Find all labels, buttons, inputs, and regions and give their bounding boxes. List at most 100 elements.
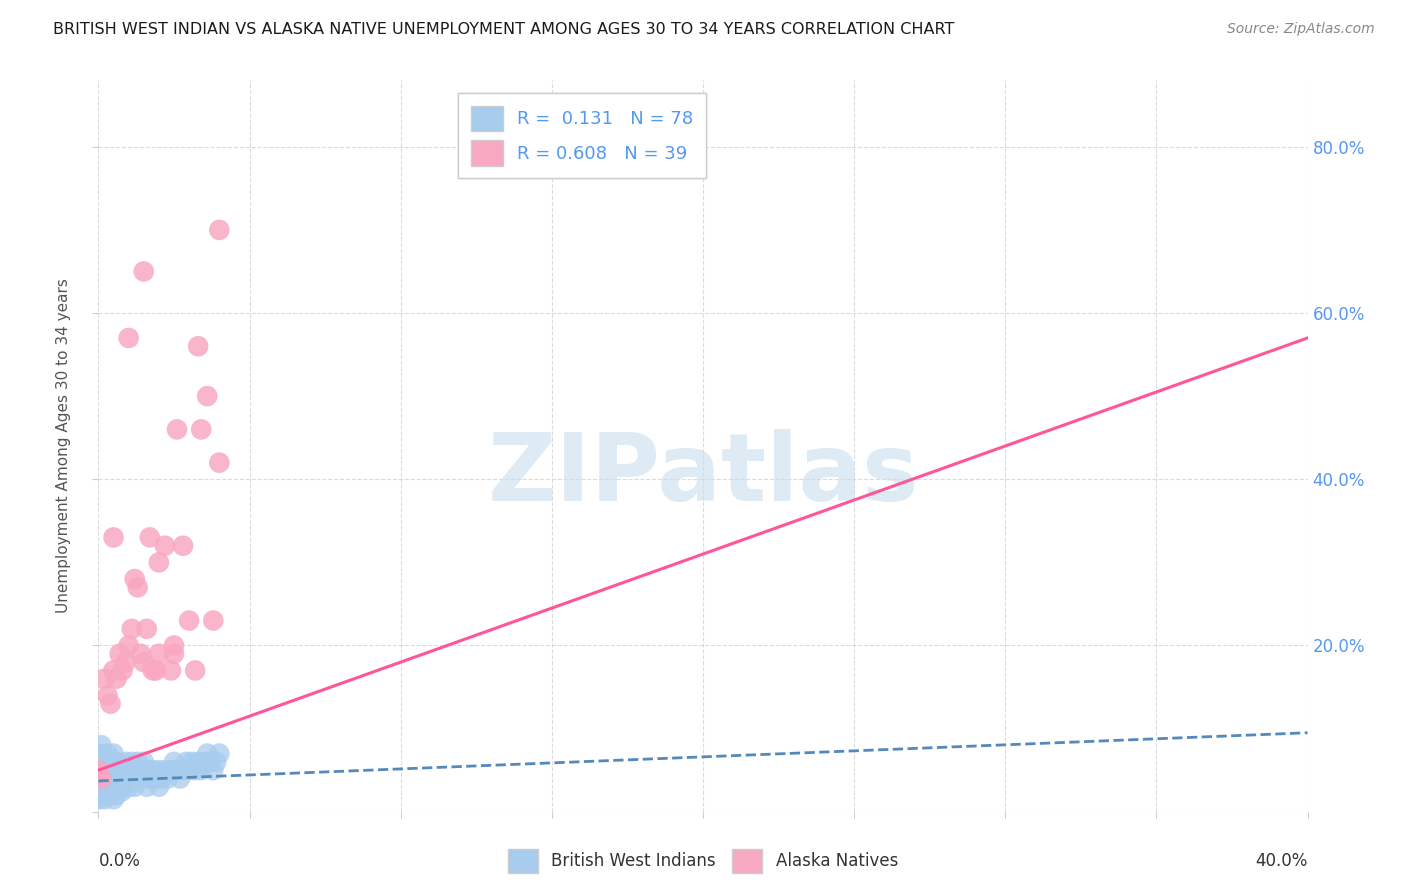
Point	[108, 775, 131, 789]
Point	[179, 763, 201, 777]
Point	[163, 755, 186, 769]
Point	[153, 539, 176, 553]
Legend: British West Indians, Alaska Natives: British West Indians, Alaska Natives	[501, 842, 905, 880]
Point	[96, 689, 118, 703]
Point	[118, 780, 141, 794]
Point	[139, 530, 162, 544]
Point	[127, 772, 149, 786]
Point	[169, 772, 191, 786]
Point	[87, 792, 110, 806]
Point	[93, 788, 115, 802]
Point	[153, 763, 176, 777]
Point	[93, 672, 115, 686]
Point	[172, 539, 194, 553]
Point	[163, 647, 186, 661]
Point	[105, 672, 128, 686]
Point	[87, 763, 110, 777]
Point	[193, 755, 215, 769]
Point	[100, 788, 122, 802]
Point	[174, 755, 197, 769]
Point	[184, 763, 207, 777]
Point	[93, 772, 115, 786]
Text: 0.0%: 0.0%	[98, 852, 141, 870]
Point	[103, 792, 125, 806]
Point	[148, 780, 170, 794]
Point	[181, 755, 204, 769]
Point	[142, 763, 165, 777]
Point	[132, 264, 155, 278]
Y-axis label: Unemployment Among Ages 30 to 34 years: Unemployment Among Ages 30 to 34 years	[56, 278, 72, 614]
Point	[179, 614, 201, 628]
Point	[103, 747, 125, 761]
Point	[118, 763, 141, 777]
Point	[87, 763, 110, 777]
Point	[90, 784, 112, 798]
Text: 40.0%: 40.0%	[1256, 852, 1308, 870]
Point	[105, 772, 128, 786]
Point	[114, 655, 136, 669]
Point	[114, 755, 136, 769]
Point	[103, 763, 125, 777]
Point	[184, 664, 207, 678]
Point	[172, 763, 194, 777]
Point	[205, 755, 228, 769]
Point	[124, 763, 146, 777]
Point	[103, 530, 125, 544]
Point	[202, 763, 225, 777]
Point	[135, 780, 157, 794]
Point	[87, 780, 110, 794]
Point	[208, 223, 231, 237]
Point	[150, 772, 173, 786]
Point	[111, 784, 134, 798]
Point	[90, 780, 112, 794]
Point	[160, 664, 183, 678]
Point	[145, 772, 167, 786]
Text: Source: ZipAtlas.com: Source: ZipAtlas.com	[1227, 22, 1375, 37]
Point	[208, 456, 231, 470]
Point	[129, 763, 152, 777]
Point	[190, 422, 212, 436]
Point	[105, 784, 128, 798]
Point	[129, 647, 152, 661]
Point	[124, 572, 146, 586]
Point	[121, 772, 143, 786]
Point	[111, 664, 134, 678]
Point	[195, 747, 218, 761]
Point	[96, 784, 118, 798]
Point	[148, 647, 170, 661]
Point	[114, 775, 136, 789]
Point	[118, 639, 141, 653]
Point	[90, 755, 112, 769]
Text: ZIPatlas: ZIPatlas	[488, 429, 918, 521]
Point	[166, 422, 188, 436]
Point	[114, 772, 136, 786]
Point	[127, 755, 149, 769]
Point	[166, 763, 188, 777]
Point	[195, 389, 218, 403]
Point	[96, 780, 118, 794]
Point	[121, 622, 143, 636]
Point	[90, 738, 112, 752]
Point	[202, 614, 225, 628]
Point	[135, 763, 157, 777]
Point	[135, 622, 157, 636]
Point	[111, 780, 134, 794]
Point	[108, 647, 131, 661]
Point	[187, 339, 209, 353]
Point	[163, 639, 186, 653]
Point	[139, 772, 162, 786]
Point	[132, 655, 155, 669]
Point	[108, 763, 131, 777]
Point	[87, 788, 110, 802]
Point	[111, 763, 134, 777]
Point	[127, 580, 149, 594]
Point	[145, 664, 167, 678]
Point	[100, 755, 122, 769]
Point	[96, 747, 118, 761]
Point	[100, 775, 122, 789]
Text: BRITISH WEST INDIAN VS ALASKA NATIVE UNEMPLOYMENT AMONG AGES 30 TO 34 YEARS CORR: BRITISH WEST INDIAN VS ALASKA NATIVE UNE…	[53, 22, 955, 37]
Point	[90, 763, 112, 777]
Legend: R =  0.131   N = 78, R = 0.608   N = 39: R = 0.131 N = 78, R = 0.608 N = 39	[458, 93, 706, 178]
Point	[118, 331, 141, 345]
Point	[148, 763, 170, 777]
